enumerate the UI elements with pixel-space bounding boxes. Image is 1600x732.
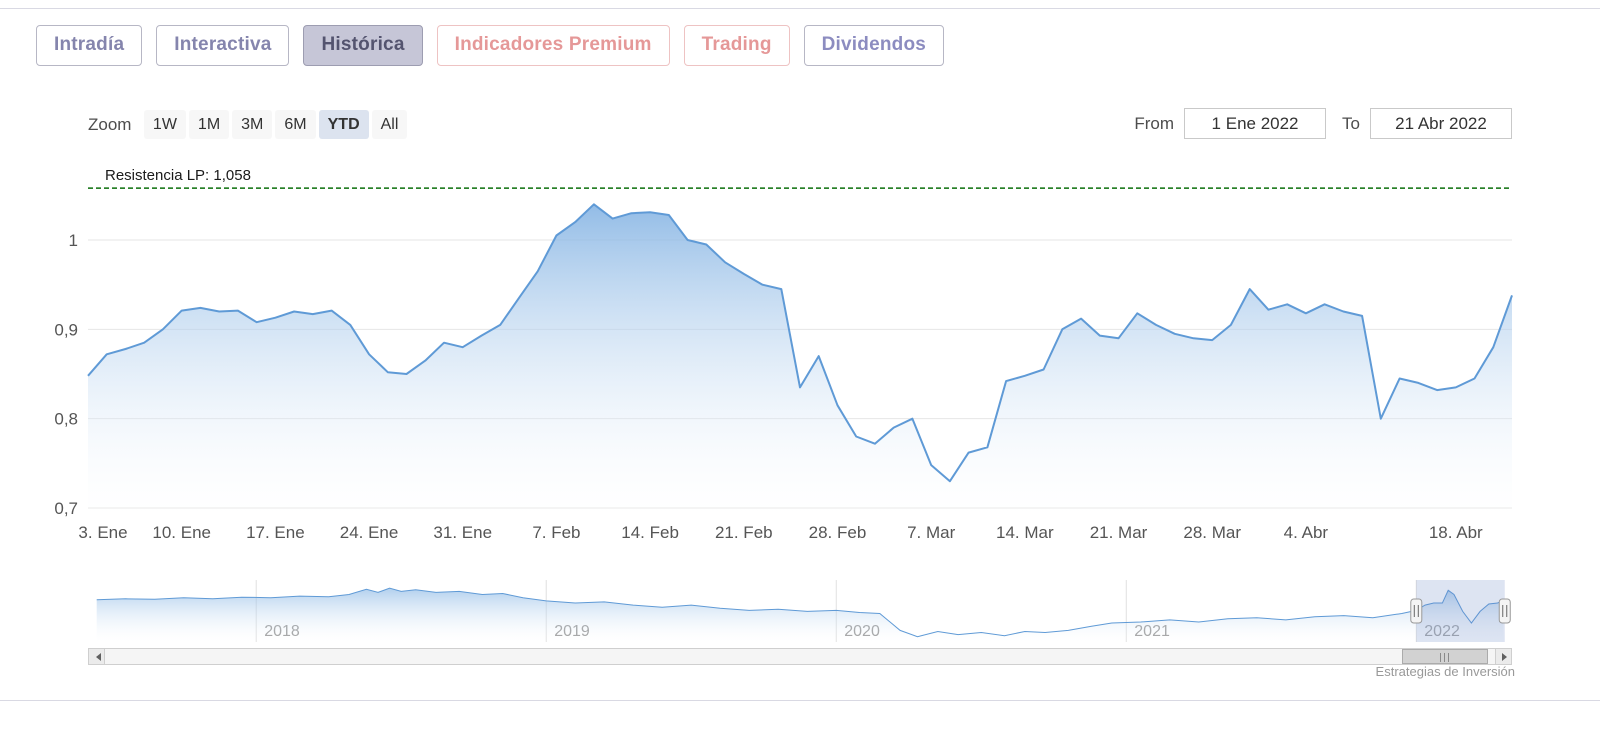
zoom-button-1w[interactable]: 1W bbox=[143, 110, 186, 140]
scrollbar-left-arrow-icon[interactable] bbox=[88, 648, 105, 665]
navigator[interactable]: 20182019202020212022 bbox=[0, 576, 1600, 648]
x-axis-label: 14. Feb bbox=[621, 523, 679, 542]
tab-indicadores-premium[interactable]: Indicadores Premium bbox=[436, 25, 670, 66]
x-axis-label: 4. Abr bbox=[1284, 523, 1329, 542]
price-area bbox=[88, 204, 1512, 517]
tab-bar: Intradía Interactiva Histórica Indicador… bbox=[36, 25, 945, 66]
top-divider bbox=[0, 8, 1600, 9]
x-axis-label: 14. Mar bbox=[996, 523, 1054, 542]
x-axis-label: 24. Ene bbox=[340, 523, 399, 542]
navigator-handle-left[interactable] bbox=[1410, 598, 1423, 624]
zoom-button-6m[interactable]: 6M bbox=[275, 110, 316, 140]
tab-interactiva[interactable]: Interactiva bbox=[156, 25, 290, 66]
scrollbar-track[interactable] bbox=[88, 648, 1512, 665]
tab-dividendos[interactable]: Dividendos bbox=[803, 25, 945, 66]
x-axis-label: 3. Ene bbox=[78, 523, 127, 542]
chart-credit: Estrategias de Inversión bbox=[1375, 664, 1515, 679]
scrollbar-grip-icon bbox=[1440, 653, 1450, 662]
date-range: From To bbox=[1134, 108, 1512, 139]
tab-historica[interactable]: Histórica bbox=[303, 25, 423, 66]
x-axis-label: 21. Feb bbox=[715, 523, 773, 542]
bottom-divider bbox=[0, 700, 1600, 701]
to-date-input[interactable] bbox=[1370, 108, 1512, 139]
zoom-button-3m[interactable]: 3M bbox=[232, 110, 273, 140]
scrollbar-thumb[interactable] bbox=[1402, 649, 1488, 664]
zoom-label: Zoom bbox=[88, 115, 132, 134]
x-axis-label: 7. Feb bbox=[532, 523, 580, 542]
x-axis-label: 28. Feb bbox=[809, 523, 867, 542]
x-axis-label: 18. Abr bbox=[1429, 523, 1483, 542]
x-axis-label: 31. Ene bbox=[433, 523, 492, 542]
navigator-handle-right[interactable] bbox=[1498, 598, 1511, 624]
zoom-buttons: 1W 1M 3M 6M YTD All bbox=[143, 110, 410, 140]
x-axis-label: 17. Ene bbox=[246, 523, 305, 542]
y-axis-label: 0,7 bbox=[54, 499, 78, 518]
x-axis-label: 7. Mar bbox=[907, 523, 956, 542]
x-axis-label: 21. Mar bbox=[1090, 523, 1148, 542]
scrollbar-right-arrow-icon[interactable] bbox=[1495, 648, 1512, 665]
navigator-selected-range[interactable] bbox=[1416, 580, 1505, 642]
zoom-button-all[interactable]: All bbox=[371, 110, 408, 140]
zoom-button-ytd[interactable]: YTD bbox=[318, 110, 369, 140]
y-axis-label: 0,9 bbox=[54, 320, 78, 339]
resistance-label: Resistencia LP: 1,058 bbox=[105, 167, 251, 184]
zoom-button-1m[interactable]: 1M bbox=[188, 110, 230, 140]
tab-intradia[interactable]: Intradía bbox=[36, 25, 143, 66]
main-chart[interactable]: 0,7 0,8 0,9 1 Resistencia LP: 1,058 3. Ene 10.… bbox=[0, 150, 1600, 570]
y-axis-label: 0,8 bbox=[54, 410, 78, 429]
x-axis-label: 28. Mar bbox=[1183, 523, 1241, 542]
from-date-input[interactable] bbox=[1184, 108, 1327, 139]
tab-trading[interactable]: Trading bbox=[683, 25, 790, 66]
price-line bbox=[87, 203, 1513, 483]
y-axis-label: 1 bbox=[69, 231, 78, 250]
from-label: From bbox=[1134, 113, 1175, 133]
x-axis-label: 10. Ene bbox=[152, 523, 211, 542]
navigator-area bbox=[96, 588, 1504, 642]
to-label: To bbox=[1342, 113, 1360, 133]
